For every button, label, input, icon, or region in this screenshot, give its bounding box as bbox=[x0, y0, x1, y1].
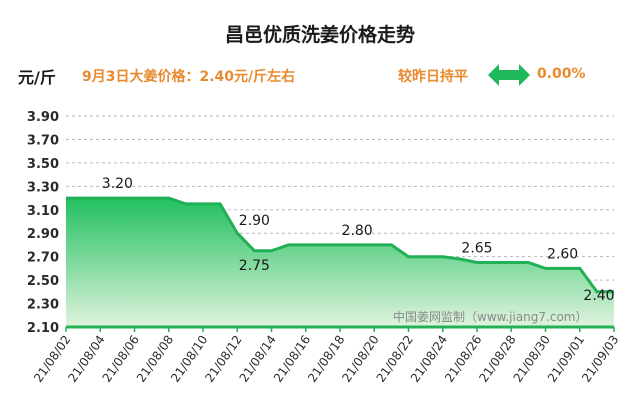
data-label: 2.75 bbox=[239, 258, 270, 274]
change-percent: 0.00% bbox=[537, 66, 586, 82]
data-label: 3.20 bbox=[102, 176, 133, 192]
price-line bbox=[66, 196, 614, 294]
y-tick-label: 3.70 bbox=[27, 133, 59, 148]
y-tick-label: 3.10 bbox=[27, 204, 59, 219]
double-arrow-icon bbox=[488, 64, 530, 86]
data-label: 2.40 bbox=[583, 288, 614, 304]
price-area bbox=[66, 198, 614, 327]
y-tick-label: 3.50 bbox=[27, 157, 59, 172]
y-tick-label: 2.70 bbox=[27, 251, 59, 266]
price-note: 9月3日大姜价格：2.40元/斤左右 bbox=[82, 69, 296, 85]
page-title: 昌邑优质洗姜价格走势 bbox=[224, 24, 415, 46]
y-tick-label: 3.90 bbox=[27, 110, 59, 125]
data-label: 2.80 bbox=[342, 223, 373, 239]
y-tick-label: 2.10 bbox=[27, 321, 59, 336]
y-tick-label: 2.30 bbox=[27, 298, 59, 313]
unit-label: 元/斤 bbox=[18, 68, 56, 87]
y-tick-label: 3.30 bbox=[27, 180, 59, 195]
data-label: 2.65 bbox=[461, 241, 492, 257]
watermark: 中国姜网监制（www.jiang7.com） bbox=[393, 309, 587, 324]
y-tick-label: 2.50 bbox=[27, 274, 59, 289]
y-tick-label: 2.90 bbox=[27, 227, 59, 242]
data-label: 2.90 bbox=[239, 213, 270, 229]
data-label: 2.60 bbox=[547, 246, 578, 262]
compare-label: 较昨日持平 bbox=[398, 69, 468, 85]
